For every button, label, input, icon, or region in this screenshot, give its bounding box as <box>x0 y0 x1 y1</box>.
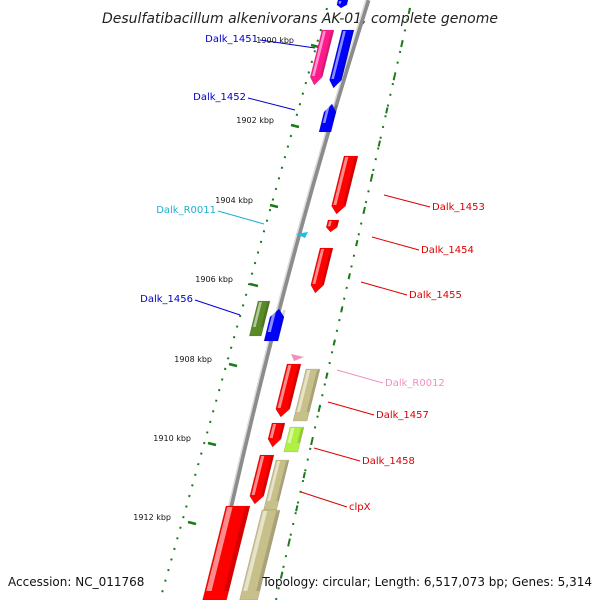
genome-backbone-highlight <box>207 0 367 600</box>
kbp-ticks: 1900 kbp 1902 kbp 1904 kbp 1906 kbp 1908 kbp… <box>133 36 320 526</box>
leader-line-dalk-1456 <box>194 299 241 316</box>
leader-line-dalk-r0012 <box>336 369 384 384</box>
gene-clpx[interactable] <box>248 454 275 505</box>
genome-summary-text: Topology: circular; Length: 6,517,073 bp… <box>261 575 592 589</box>
leader-line-dalk-1453 <box>383 194 431 208</box>
tick-label: 1904 kbp <box>215 196 253 205</box>
leader-line-clpx <box>300 491 348 508</box>
genome-title: Desulfatibacillum alkenivorans AK-01, co… <box>102 11 498 27</box>
tick-mark <box>207 441 217 447</box>
label-dalk-r0011[interactable]: Dalk_R0011 <box>156 205 216 216</box>
gene-dalk-1455[interactable] <box>309 247 334 294</box>
rna-dalk-r0011[interactable] <box>296 232 308 238</box>
gene-dalk-1458[interactable] <box>266 422 286 448</box>
tick-mark <box>249 282 259 288</box>
label-dalk-1455[interactable]: Dalk_1455 <box>409 290 462 301</box>
label-clpx[interactable]: clpX <box>349 502 371 513</box>
gene-dalk-1453[interactable] <box>330 155 359 215</box>
leader-line-dalk-1455 <box>360 281 408 296</box>
tick-label: 1908 kbp <box>174 355 212 364</box>
tick-mark <box>269 203 279 209</box>
label-dalk-1452[interactable]: Dalk_1452 <box>193 92 246 103</box>
leader-line-dalk-1458 <box>313 447 361 462</box>
tick-mark <box>228 362 238 368</box>
gene-khaki-2[interactable] <box>263 459 290 511</box>
tick-label: 1900 kbp <box>256 36 294 45</box>
label-dalk-1457[interactable]: Dalk_1457 <box>376 410 429 421</box>
label-dalk-r0012[interactable]: Dalk_R0012 <box>385 378 445 389</box>
label-dalk-1451[interactable]: Dalk_1451 <box>205 34 258 45</box>
leader-line-dalk-1452 <box>247 97 296 111</box>
leader-line-dalk-1454 <box>371 236 420 251</box>
gene-lime[interactable] <box>283 426 305 453</box>
gene-bottom-red[interactable] <box>202 505 251 600</box>
accession-text: Accession: NC_011768 <box>8 575 144 589</box>
gene-bottom-khaki[interactable] <box>239 509 281 600</box>
genome-backbone <box>207 0 371 600</box>
gene-dalk-1456-b[interactable] <box>263 308 286 342</box>
gene-dalk-1452[interactable] <box>318 103 338 133</box>
leader-line-dalk-r0011 <box>217 210 265 225</box>
label-dalk-1456[interactable]: Dalk_1456 <box>140 294 193 305</box>
gene-dalk-1457[interactable] <box>274 363 302 418</box>
tick-label: 1910 kbp <box>153 434 191 443</box>
tick-label: 1902 kbp <box>236 116 274 125</box>
label-dalk-1458[interactable]: Dalk_1458 <box>362 456 415 467</box>
label-dalk-1453[interactable]: Dalk_1453 <box>432 202 485 213</box>
outer-dotted-ring-dash <box>275 7 411 600</box>
gene-features <box>202 0 359 600</box>
gene-dalk-1454[interactable] <box>325 219 340 233</box>
gene-dalk-1451-b[interactable] <box>328 29 355 89</box>
tick-mark <box>187 520 197 526</box>
gene-dalk-1451[interactable] <box>308 29 335 86</box>
gene-top-blue[interactable] <box>336 0 349 9</box>
gene-dalk-1456[interactable] <box>248 300 271 337</box>
gene-labels: Dalk_1451 Dalk_1452 Dalk_R0011 Dalk_1456 Dal… <box>140 34 485 513</box>
leader-line-dalk-1451 <box>259 39 316 49</box>
tick-label: 1906 kbp <box>195 275 233 284</box>
tick-mark <box>290 123 300 129</box>
rna-dalk-r0012[interactable] <box>291 354 304 361</box>
tick-label: 1912 kbp <box>133 513 171 522</box>
gene-khaki-1[interactable] <box>292 368 321 422</box>
leader-line-dalk-1457 <box>327 401 375 416</box>
label-dalk-1454[interactable]: Dalk_1454 <box>421 245 474 256</box>
tick-mark <box>310 43 320 49</box>
